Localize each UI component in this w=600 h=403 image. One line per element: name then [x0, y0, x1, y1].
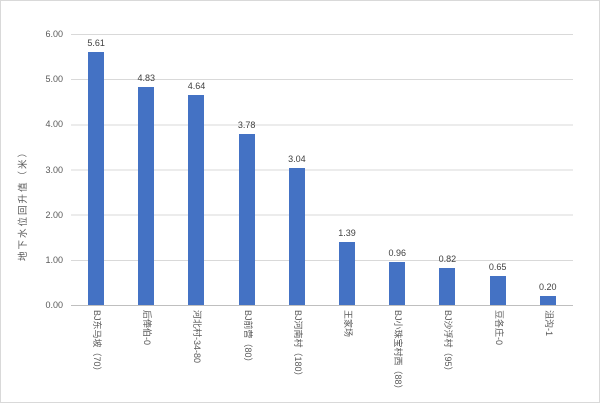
- bar-column: 4.64: [171, 34, 221, 305]
- data-label: 0.65: [488, 261, 507, 272]
- y-axis-tick-label: 1.00: [45, 255, 63, 265]
- data-label: 0.20: [539, 282, 557, 292]
- x-axis-category-label: 沮沟-1: [543, 310, 554, 337]
- data-label: 4.64: [187, 81, 206, 92]
- bar: [238, 134, 255, 305]
- y-axis-tick-label: 2.00: [45, 210, 63, 220]
- data-label: 5.61: [87, 37, 105, 48]
- bar: [288, 167, 305, 305]
- x-axis-category-label: BJ沙浮村（95）: [443, 310, 454, 376]
- data-label: 4.83: [137, 72, 156, 83]
- bar-column: 4.83: [121, 34, 171, 305]
- bar: [439, 268, 456, 305]
- bar: [389, 261, 406, 305]
- y-axis-tick-label: 6.00: [45, 29, 63, 39]
- data-label: 3.78: [237, 120, 256, 131]
- data-label: 1.39: [338, 228, 356, 239]
- bar: [489, 275, 506, 305]
- x-axis-category-label: 河北村-34-80: [192, 310, 203, 364]
- x-axis-category-label: 豆各庄-0: [493, 310, 504, 346]
- plot-area: 5.61 4.83 4.64 3.78 3.04 1.39 0.96 0.82: [71, 34, 573, 306]
- x-axis-category-label: BJ河南村（180）: [292, 310, 303, 381]
- bar: [138, 86, 155, 305]
- bar-column: 3.78: [222, 34, 272, 305]
- x-axis-category-label: 后俸伯-0: [142, 310, 153, 346]
- bar-column: 0.20: [523, 34, 573, 305]
- y-axis-tick-label: 3.00: [45, 165, 63, 175]
- data-label: 0.96: [388, 247, 406, 258]
- y-axis-tick-label: 4.00: [45, 119, 63, 129]
- x-axis-category-label: 王家场: [343, 310, 354, 338]
- bar-column: 5.61: [71, 34, 121, 305]
- x-axis-category-label: BJ前营（80）: [242, 310, 253, 367]
- y-axis-tick-label: 0.00: [45, 300, 63, 310]
- data-label: 0.82: [438, 254, 457, 264]
- bar-column: 0.65: [473, 34, 523, 305]
- data-label: 3.04: [288, 153, 306, 164]
- x-axis-category-label: BJ小珠宝村西（88）: [393, 310, 404, 394]
- x-axis: BJ东马坡（70） 后俸伯-0 河北村-34-80 BJ前营（80） BJ河南村…: [71, 306, 573, 402]
- y-axis-tick-label: 5.00: [45, 74, 63, 84]
- bar: [339, 242, 356, 305]
- bar: [539, 296, 556, 305]
- bar: [88, 51, 105, 305]
- bar-column: 0.96: [372, 34, 422, 305]
- bar-column: 0.82: [422, 34, 472, 305]
- bar-column: 1.39: [322, 34, 372, 305]
- bar: [188, 95, 205, 305]
- x-axis-category-label: BJ东马坡（70）: [92, 310, 103, 376]
- bar-column: 3.04: [272, 34, 322, 305]
